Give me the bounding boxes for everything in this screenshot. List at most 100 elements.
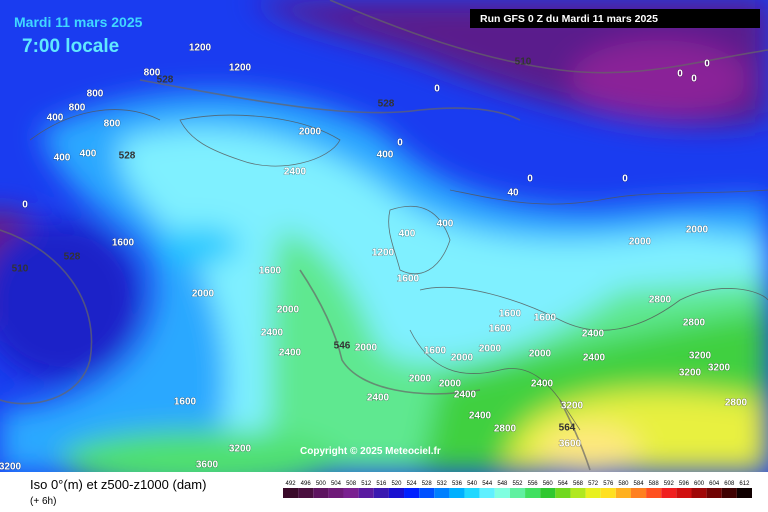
legend-swatch xyxy=(676,488,692,498)
legend-swatch xyxy=(494,488,510,498)
legend-label: 580 xyxy=(618,481,629,487)
contour-label: 1600 xyxy=(489,324,512,335)
legend-swatch xyxy=(388,488,405,498)
legend-label: 528 xyxy=(422,481,433,487)
contour-label: 2000 xyxy=(409,374,432,385)
legend-swatch xyxy=(419,488,435,498)
contour-label: 2400 xyxy=(279,348,302,359)
contour-label: 1200 xyxy=(229,63,252,74)
contour-label: 3200 xyxy=(229,444,252,455)
contour-label: 3200 xyxy=(689,351,712,362)
legend-label: 552 xyxy=(512,481,523,487)
contour-label: 3200 xyxy=(708,363,731,374)
legend-label: 496 xyxy=(301,481,312,487)
contour-label: 1600 xyxy=(112,238,135,249)
legend-label: 512 xyxy=(361,481,372,487)
legend-label: 572 xyxy=(588,481,599,487)
legend-label: 608 xyxy=(724,481,735,487)
contour-label: 2000 xyxy=(355,343,378,354)
legend-label: 568 xyxy=(573,481,584,487)
contour-label: 510 xyxy=(515,57,532,68)
contour-label: 0 xyxy=(622,174,628,185)
contour-label: 1600 xyxy=(174,397,197,408)
contour-label: 3200 xyxy=(679,368,702,379)
legend-label: 596 xyxy=(679,481,690,487)
contour-label: 3600 xyxy=(559,439,582,450)
legend-swatch xyxy=(661,488,677,498)
legend-swatch xyxy=(509,488,526,498)
contour-label: 2400 xyxy=(367,393,390,404)
legend-label: 504 xyxy=(331,481,342,487)
contour-label: 2000 xyxy=(299,127,322,138)
legend-swatch xyxy=(706,488,722,498)
legend-label: 516 xyxy=(376,481,387,487)
legend-label: 560 xyxy=(543,481,554,487)
legend-swatch xyxy=(600,488,616,498)
contour-label: 546 xyxy=(334,341,351,352)
contour-label: 0 xyxy=(704,59,710,70)
legend-label: 612 xyxy=(739,481,750,487)
date: Mardi 11 mars 2025 xyxy=(14,14,143,30)
contour-label: 800 xyxy=(87,89,104,100)
contour-label: 2000 xyxy=(192,289,215,300)
legend: 492 496 500 504 508 512 516 520 524 528 532 536 540 5… xyxy=(283,481,752,498)
contour-label: 1600 xyxy=(499,309,522,320)
legend-swatch xyxy=(646,488,662,498)
contour-label: 528 xyxy=(157,75,174,86)
contour-label: 3200 xyxy=(561,401,584,412)
legend-label: 604 xyxy=(709,481,720,487)
legend-swatch xyxy=(449,488,465,498)
legend-label: 492 xyxy=(286,481,297,487)
legend-swatch xyxy=(343,488,359,498)
legend-swatch xyxy=(585,488,601,498)
legend-label: 524 xyxy=(407,481,418,487)
legend-swatch xyxy=(328,488,344,498)
legend-label: 500 xyxy=(316,481,327,487)
contour-label: 2000 xyxy=(529,349,552,360)
legend-swatch xyxy=(555,488,571,498)
contour-label: 1600 xyxy=(259,266,282,277)
contour-label: 2000 xyxy=(439,379,462,390)
legend-label: 536 xyxy=(452,481,463,487)
contour-label: 1600 xyxy=(534,313,557,324)
contour-label: 2400 xyxy=(261,328,284,339)
legend-label: 592 xyxy=(664,481,675,487)
legend-swatch xyxy=(404,488,420,498)
time: 7:00 locale xyxy=(22,36,119,57)
legend-swatch xyxy=(630,488,647,498)
contour-label: 2400 xyxy=(583,353,606,364)
contour-label: 1200 xyxy=(189,43,212,54)
legend-swatch xyxy=(479,488,495,498)
run-info: Run GFS 0 Z du Mardi 11 mars 2025 xyxy=(480,13,658,25)
contour-label: 400 xyxy=(47,113,64,124)
legend-label: 520 xyxy=(391,481,402,487)
contour-label: 564 xyxy=(559,423,576,434)
legend-swatch xyxy=(570,488,586,498)
contour-label: 1600 xyxy=(397,274,420,285)
contour-label: 0 xyxy=(527,174,533,185)
contour-label: 2400 xyxy=(469,411,492,422)
legend-swatch xyxy=(313,488,329,498)
legend-label: 576 xyxy=(603,481,614,487)
contour-label: 800 xyxy=(144,68,161,79)
map-field xyxy=(0,0,768,490)
contour-label: 0 xyxy=(397,138,403,149)
contour-label: 2000 xyxy=(479,344,502,355)
legend-swatch xyxy=(434,488,450,498)
contour-label: 528 xyxy=(119,151,136,162)
contour-label: 2800 xyxy=(649,295,672,306)
contour-label: 2400 xyxy=(454,390,477,401)
contour-label: 400 xyxy=(437,219,454,230)
contour-label: 2000 xyxy=(686,225,709,236)
legend-label: 540 xyxy=(467,481,478,487)
contour-label: 1200 xyxy=(372,248,395,259)
contour-label: 3200 xyxy=(0,462,22,473)
legend-swatch xyxy=(358,488,374,498)
copyright: Copyright © 2025 Meteociel.fr xyxy=(300,446,441,457)
legend-swatch xyxy=(283,488,299,498)
legend-swatch xyxy=(736,488,752,498)
legend-swatch xyxy=(298,488,314,498)
legend-swatch xyxy=(525,488,541,498)
legend-label: 600 xyxy=(694,481,705,487)
contour-label: 1600 xyxy=(424,346,447,357)
